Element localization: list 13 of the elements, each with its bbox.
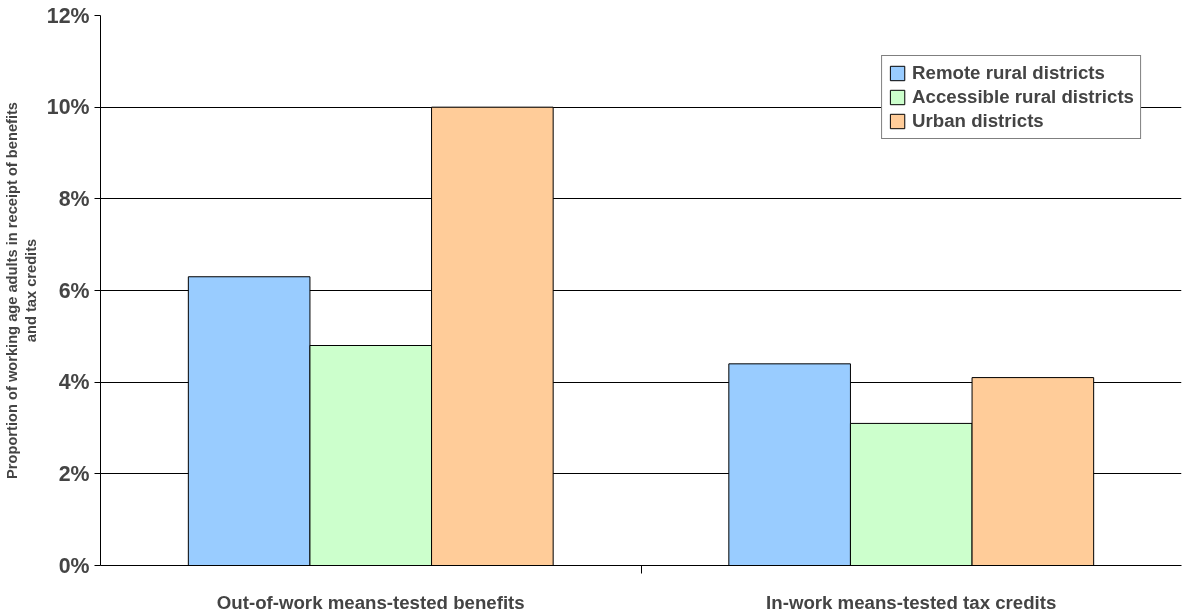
y-tick-label: 4% [58, 370, 90, 395]
y-tick-label: 12% [46, 3, 90, 28]
y-tick-label: 8% [58, 186, 90, 211]
y-tick-label: 10% [46, 95, 90, 120]
legend-label: Accessible rural districts [912, 86, 1134, 108]
legend-label: Urban districts [912, 110, 1044, 132]
x-tick-label: In-work means-tested tax credits [766, 591, 1057, 613]
y-tick-label: 0% [58, 553, 90, 578]
y-tick-label: 2% [58, 461, 90, 486]
legend-label: Remote rural districts [912, 62, 1105, 84]
x-tick-label: Out-of-work means-tested benefits [216, 591, 525, 613]
y-tick-label: 6% [58, 278, 90, 303]
y-axis-title: Proportion of working age adults in receipt of benefits and tax credits [3, 101, 39, 480]
